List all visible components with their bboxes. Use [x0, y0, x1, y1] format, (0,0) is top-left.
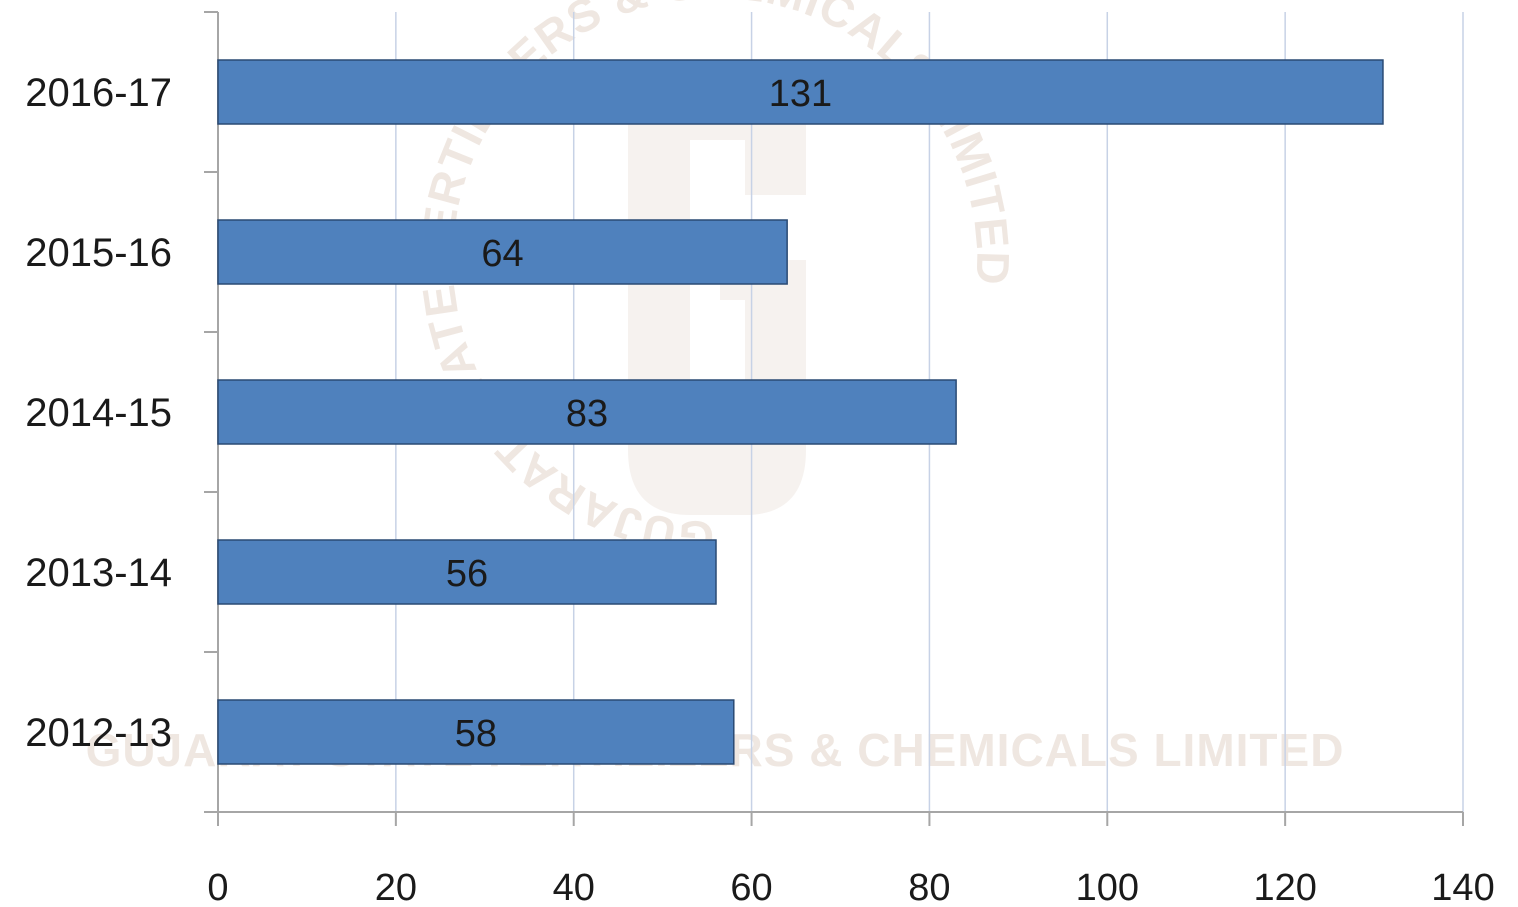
- x-tick-label-140: 140: [1431, 867, 1494, 907]
- data-label-2012-13: 58: [455, 713, 497, 755]
- category-label-2012-13: 2012-13: [25, 711, 172, 755]
- bar-2016-17: [217, 59, 1384, 125]
- category-label-2013-14: 2013-14: [25, 551, 172, 595]
- bar-2015-16: [217, 219, 788, 285]
- data-label-2014-15: 83: [566, 393, 608, 435]
- bar-2013-14: [217, 539, 717, 605]
- x-tick-label-60: 60: [730, 867, 772, 907]
- x-tick-label-20: 20: [375, 867, 417, 907]
- labels: 131 2016-17 64 2015-16 83 2014-15 56 2013-14 58 2…: [25, 71, 1495, 907]
- bars: [217, 59, 1384, 765]
- x-tick-label-80: 80: [908, 867, 950, 907]
- x-tick-label-40: 40: [553, 867, 595, 907]
- x-tick-label-120: 120: [1253, 867, 1316, 907]
- data-label-2013-14: 56: [446, 553, 488, 595]
- data-label-2016-17: 131: [769, 73, 832, 115]
- x-tick-label-100: 100: [1076, 867, 1139, 907]
- x-tick-label-0: 0: [207, 867, 228, 907]
- category-label-2016-17: 2016-17: [25, 71, 172, 115]
- seal-emblem-shape: [628, 100, 806, 515]
- data-label-2015-16: 64: [481, 233, 523, 275]
- category-label-2014-15: 2014-15: [25, 391, 172, 435]
- category-label-2015-16: 2015-16: [25, 231, 172, 275]
- bar-2012-13: [217, 699, 735, 765]
- bar-2014-15: [217, 379, 957, 445]
